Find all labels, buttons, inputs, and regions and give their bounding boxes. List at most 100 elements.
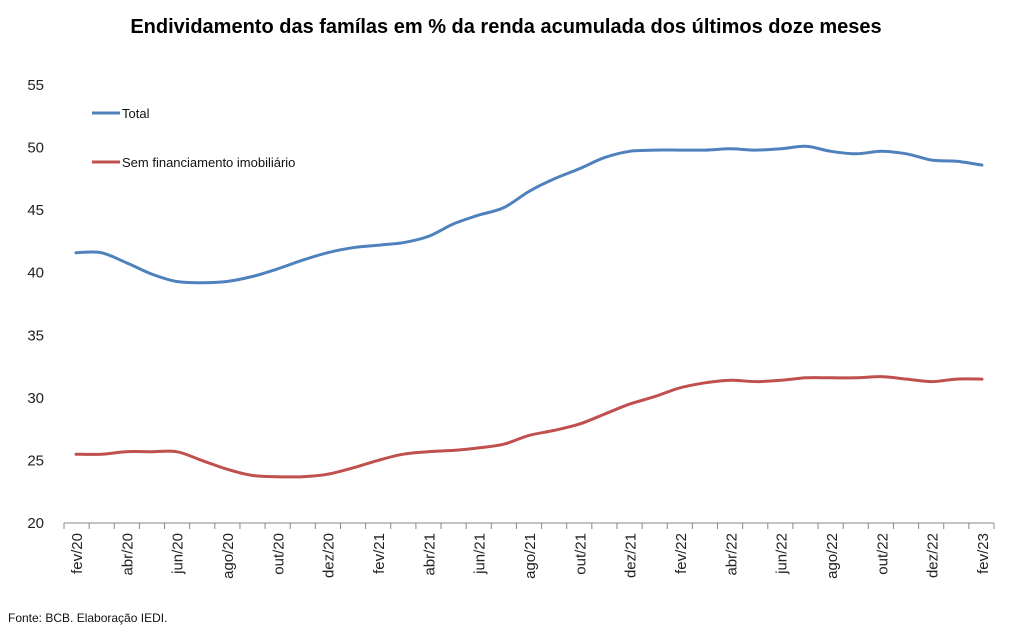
- data-point: [453, 223, 454, 225]
- series-line-sem-financiamento: [74, 375, 984, 479]
- y-tick-label: 35: [27, 327, 44, 344]
- data-point: [956, 378, 958, 380]
- data-point: [629, 150, 631, 152]
- x-tick-label: dez/21: [623, 533, 640, 578]
- data-point: [151, 273, 152, 275]
- data-point: [352, 467, 354, 469]
- data-point: [981, 378, 983, 380]
- data-point: [604, 157, 605, 159]
- data-point: [906, 378, 907, 380]
- x-tick-label: ago/20: [220, 533, 237, 579]
- legend-label: Sem financiamento imobiliário: [122, 155, 295, 170]
- y-tick-label: 40: [27, 265, 44, 282]
- data-point: [578, 423, 580, 425]
- x-tick-label: ago/21: [522, 533, 539, 579]
- legend-item: Sem financiamento imobiliário: [92, 155, 295, 170]
- data-point: [604, 413, 605, 415]
- data-point: [100, 252, 102, 254]
- data-point: [528, 190, 530, 192]
- x-tick-label: fev/20: [69, 533, 86, 574]
- data-point: [755, 381, 756, 383]
- x-tick-label: jun/22: [774, 533, 791, 575]
- y-tick-label: 50: [27, 140, 44, 157]
- data-point: [352, 247, 354, 249]
- data-point: [276, 476, 278, 478]
- data-point: [226, 468, 228, 470]
- data-point: [302, 476, 303, 478]
- y-tick-label: 25: [27, 452, 44, 469]
- data-point: [75, 453, 77, 455]
- data-point: [704, 149, 706, 151]
- legend: Total Sem financiamento imobiliário: [92, 106, 295, 170]
- x-tick-label: abr/21: [421, 533, 438, 576]
- data-point: [503, 207, 505, 209]
- data-point: [201, 459, 203, 461]
- data-point: [151, 451, 152, 453]
- x-tick-label: jun/20: [170, 533, 187, 575]
- data-point: [578, 168, 580, 170]
- x-axis: fev/20 abr/20 jun/20 ago/20 out/20 dez/20 fev/…: [63, 522, 995, 579]
- data-point: [931, 381, 933, 383]
- y-tick-label: 30: [27, 390, 44, 407]
- data-point: [377, 459, 379, 461]
- data-point: [729, 379, 731, 381]
- data-point: [931, 159, 933, 161]
- data-point: [503, 443, 505, 445]
- data-point: [654, 149, 656, 151]
- x-tick-label: fev/23: [975, 533, 992, 574]
- x-tick-label: jun/21: [472, 533, 489, 575]
- data-point: [125, 451, 127, 453]
- x-tick-label: out/22: [874, 533, 891, 575]
- data-point: [880, 150, 882, 152]
- data-point: [327, 473, 329, 475]
- data-point: [553, 429, 555, 431]
- data-point: [679, 387, 681, 389]
- legend-label: Total: [122, 106, 150, 121]
- data-point: [855, 377, 857, 379]
- source-note: Fonte: BCB. Elaboração IEDI.: [8, 611, 167, 625]
- data-point: [906, 153, 907, 155]
- data-point: [75, 252, 77, 254]
- data-point: [377, 244, 379, 246]
- data-point: [805, 377, 807, 379]
- data-point: [125, 262, 127, 264]
- data-point: [654, 396, 656, 398]
- y-tick-label: 45: [27, 202, 44, 219]
- x-tick-label: fev/21: [371, 533, 388, 574]
- data-point: [453, 449, 454, 451]
- y-tick-label: 20: [27, 515, 44, 532]
- data-point: [226, 280, 228, 282]
- data-point: [855, 153, 857, 155]
- data-point: [478, 447, 480, 449]
- data-point: [302, 259, 303, 261]
- data-point: [553, 178, 555, 180]
- x-tick-label: ago/22: [824, 533, 841, 579]
- chart-title: Endividamento das famílas em % da renda …: [130, 16, 881, 38]
- data-point: [251, 474, 253, 476]
- data-point: [880, 376, 882, 378]
- data-point: [427, 451, 429, 453]
- data-point: [176, 280, 178, 282]
- data-point: [176, 451, 178, 453]
- data-point: [201, 282, 203, 284]
- data-point: [100, 453, 102, 455]
- data-point: [805, 145, 807, 147]
- data-point: [528, 434, 530, 436]
- data-point: [780, 379, 782, 381]
- data-point: [704, 382, 706, 384]
- data-point: [402, 242, 404, 244]
- data-point: [830, 377, 832, 379]
- data-point: [276, 268, 278, 270]
- data-point: [755, 149, 756, 151]
- data-point: [729, 148, 731, 150]
- data-point: [679, 149, 681, 151]
- data-point: [956, 160, 958, 162]
- data-point: [830, 150, 832, 152]
- data-point: [327, 252, 329, 254]
- y-tick-label: 55: [27, 77, 44, 94]
- x-tick-label: out/21: [572, 533, 589, 575]
- x-tick-label: fev/22: [673, 533, 690, 574]
- x-tick-label: out/20: [270, 533, 287, 575]
- data-point: [981, 164, 983, 166]
